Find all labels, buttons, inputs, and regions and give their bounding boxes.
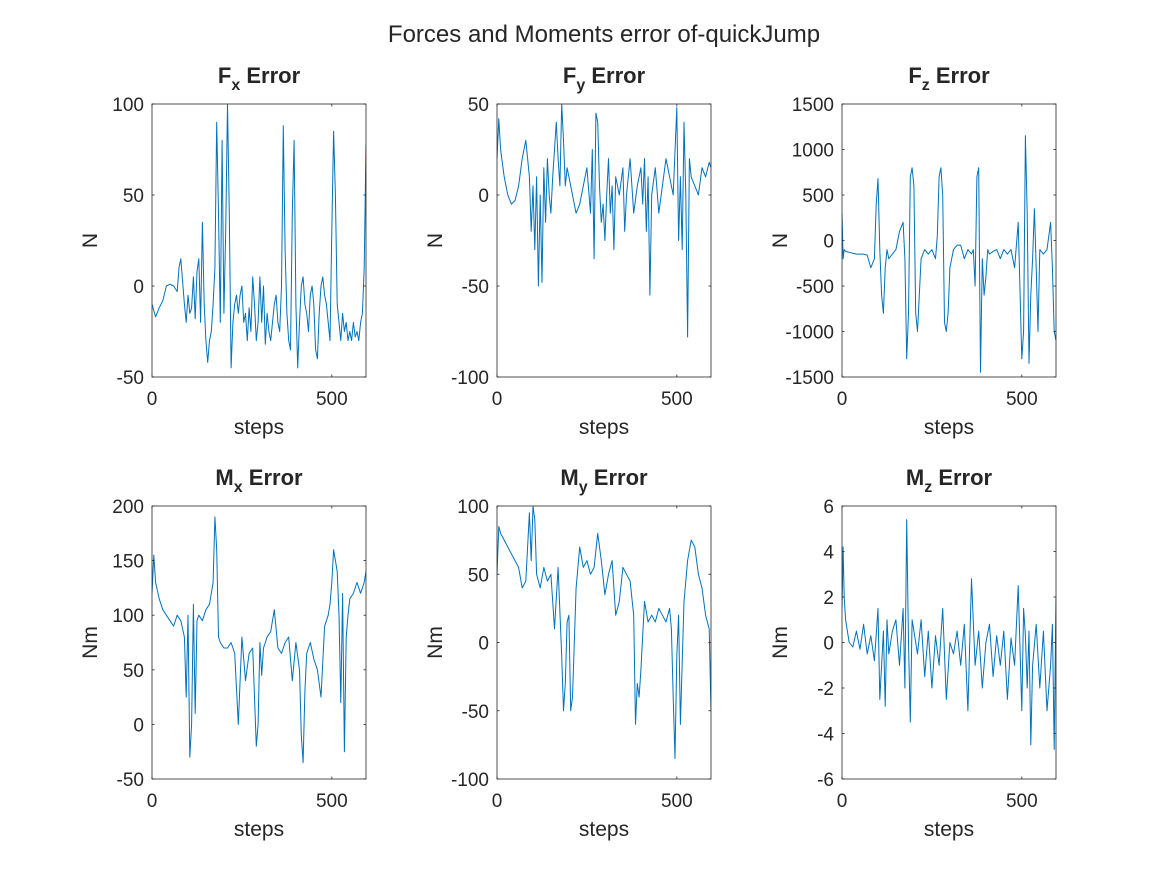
series-line-1-1 bbox=[152, 104, 366, 369]
title-word: Error bbox=[240, 63, 300, 88]
title-subscript: y bbox=[579, 479, 588, 496]
x-tick-label: 500 bbox=[661, 389, 693, 410]
x-axis-label: steps bbox=[579, 416, 629, 439]
x-axis-label: steps bbox=[234, 416, 284, 439]
subplot-title: Fy Error bbox=[563, 63, 646, 94]
x-tick-label: 500 bbox=[316, 791, 348, 812]
title-word: Error bbox=[930, 63, 990, 88]
y-tick-label: 100 bbox=[112, 95, 144, 116]
y-tick-label: 500 bbox=[802, 186, 834, 207]
y-tick-label: 50 bbox=[123, 186, 144, 207]
y-tick-label: 6 bbox=[823, 497, 834, 518]
x-tick-label: 0 bbox=[492, 389, 503, 410]
title-symbol: M bbox=[560, 465, 578, 490]
y-tick-label: -2 bbox=[817, 679, 834, 700]
y-tick-label: -1500 bbox=[785, 368, 834, 389]
axes-box bbox=[151, 103, 367, 378]
figure-title: Forces and Moments error of-quickJump bbox=[388, 21, 820, 48]
y-tick-label: 100 bbox=[457, 497, 489, 518]
y-tick-label: 2 bbox=[823, 588, 834, 609]
y-tick-label: 0 bbox=[478, 186, 489, 207]
title-word: Error bbox=[243, 465, 303, 490]
y-tick-label: 0 bbox=[823, 232, 834, 253]
y-axis-label: Nm bbox=[769, 626, 792, 659]
title-symbol: F bbox=[908, 63, 921, 88]
y-tick-label: 1500 bbox=[792, 95, 834, 116]
x-axis-label: steps bbox=[924, 416, 974, 439]
x-tick-label: 0 bbox=[147, 389, 158, 410]
subplot-title: My Error bbox=[560, 465, 648, 496]
subplot-3: -1500 -1000 -500 0 500 1000 1500 0 500 steps N Fz E… bbox=[769, 63, 1057, 439]
y-tick-label: -100 bbox=[451, 368, 489, 389]
x-tick-label: 0 bbox=[147, 791, 158, 812]
y-tick-label: 4 bbox=[823, 543, 834, 564]
y-axis-label: Nm bbox=[424, 626, 447, 659]
y-axis-label: Nm bbox=[79, 626, 102, 659]
y-tick-label: 50 bbox=[123, 661, 144, 682]
axes-box bbox=[151, 505, 367, 780]
x-tick-label: 500 bbox=[1006, 791, 1038, 812]
subplot-title: Mz Error bbox=[906, 465, 993, 496]
title-symbol: F bbox=[218, 63, 231, 88]
y-tick-label: -500 bbox=[796, 277, 834, 298]
series-line-2-1 bbox=[497, 104, 711, 338]
x-tick-label: 500 bbox=[1006, 389, 1038, 410]
y-tick-label: 0 bbox=[478, 634, 489, 655]
subplot-6: -6 -4 -2 0 2 4 6 0 500 steps Nm Mz Error bbox=[769, 465, 1057, 841]
x-tick-label: 500 bbox=[661, 791, 693, 812]
series-line-6-1 bbox=[842, 519, 1056, 750]
subplot-title: Mx Error bbox=[215, 465, 303, 496]
axes-box bbox=[496, 103, 712, 378]
y-axis-label: N bbox=[769, 233, 792, 248]
x-tick-label: 500 bbox=[316, 389, 348, 410]
y-tick-label: 200 bbox=[112, 497, 144, 518]
x-axis-label: steps bbox=[234, 818, 284, 841]
series-line-5-1 bbox=[497, 506, 711, 759]
x-tick-label: 0 bbox=[837, 791, 848, 812]
title-word: Error bbox=[932, 465, 992, 490]
title-subscript: x bbox=[234, 479, 243, 496]
y-tick-label: 50 bbox=[468, 95, 489, 116]
y-tick-label: 150 bbox=[112, 552, 144, 573]
y-tick-label: 1000 bbox=[792, 141, 834, 162]
y-tick-label: 0 bbox=[133, 277, 144, 298]
y-tick-label: -100 bbox=[451, 770, 489, 791]
y-tick-label: -1000 bbox=[785, 323, 834, 344]
title-word: Error bbox=[588, 465, 648, 490]
title-subscript: z bbox=[924, 479, 932, 496]
y-tick-label: -50 bbox=[117, 770, 144, 791]
y-tick-label: -50 bbox=[462, 277, 489, 298]
y-tick-label: 0 bbox=[823, 634, 834, 655]
y-tick-label: 100 bbox=[112, 606, 144, 627]
y-tick-label: 50 bbox=[468, 565, 489, 586]
y-tick-label: -4 bbox=[817, 725, 834, 746]
title-word: Error bbox=[585, 63, 645, 88]
x-axis-label: steps bbox=[924, 818, 974, 841]
title-subscript: z bbox=[922, 77, 930, 94]
subplot-5: -100 -50 0 50 100 0 500 steps Nm My Error bbox=[424, 465, 712, 841]
y-tick-label: -6 bbox=[817, 770, 834, 791]
x-tick-label: 0 bbox=[837, 389, 848, 410]
subplot-title: Fx Error bbox=[218, 63, 301, 94]
title-subscript: y bbox=[576, 77, 585, 94]
x-axis-label: steps bbox=[579, 818, 629, 841]
y-axis-label: N bbox=[424, 233, 447, 248]
y-tick-label: -50 bbox=[462, 702, 489, 723]
title-symbol: M bbox=[215, 465, 233, 490]
subplot-title: Fz Error bbox=[908, 63, 990, 94]
y-tick-label: 0 bbox=[133, 715, 144, 736]
y-tick-label: -50 bbox=[117, 368, 144, 389]
x-tick-label: 0 bbox=[492, 791, 503, 812]
title-symbol: M bbox=[906, 465, 924, 490]
series-line-4-1 bbox=[152, 516, 366, 764]
title-symbol: F bbox=[563, 63, 576, 88]
y-axis-label: N bbox=[79, 233, 102, 248]
title-subscript: x bbox=[231, 77, 240, 94]
series-line-3-1 bbox=[842, 135, 1056, 373]
